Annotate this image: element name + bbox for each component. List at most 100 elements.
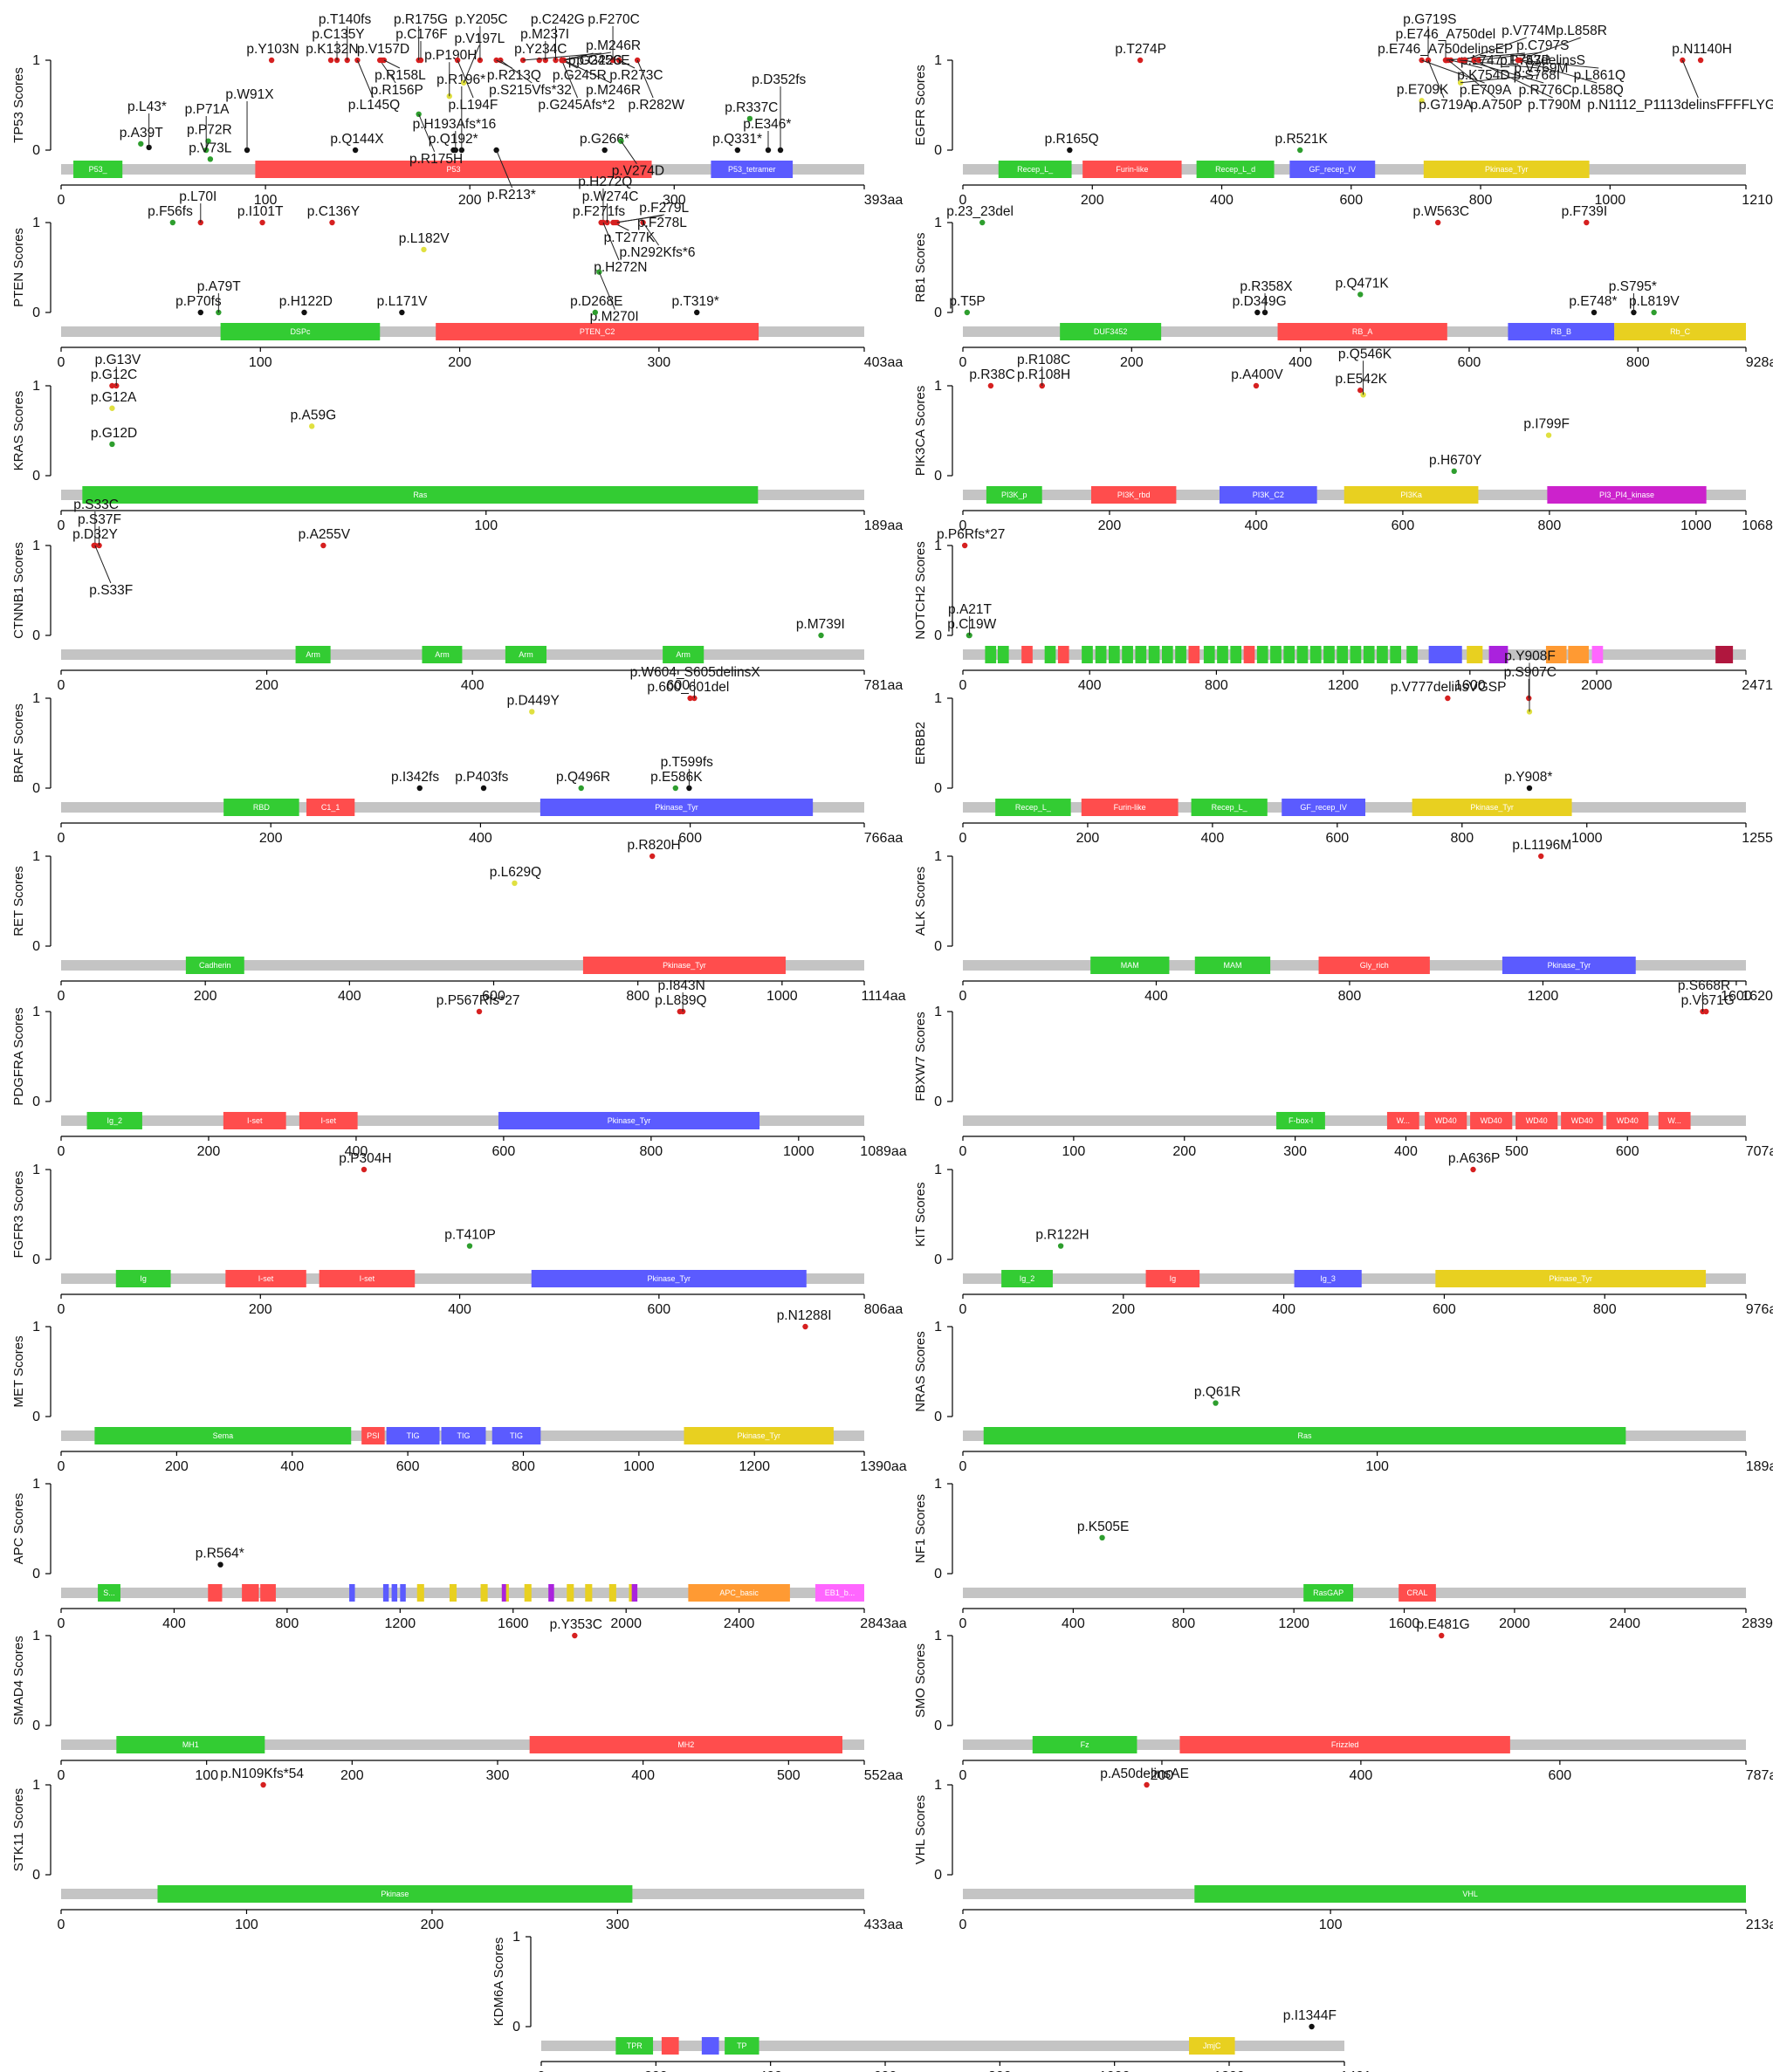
x-tick-label: 400 [345,1144,368,1159]
mutation-point [480,785,487,792]
domain-label: PTEN_C2 [580,327,615,336]
y-axis-label: EGFR Scores [913,65,928,146]
y-axis-label: KDM6A Scores [491,1938,506,2027]
domain-label: RB_B [1551,327,1572,336]
panel-alk: 0 1 ALK Scores MAM MAM Gly_rich Pkinase_Tyr 0 40… [913,838,1773,1004]
x-tick-label: 400 [469,831,492,846]
domain-box [567,1584,574,1602]
mutation-point [746,115,753,122]
mutation-point [529,709,535,715]
x-tick-label: 1600 [1389,1616,1420,1631]
mutation-label: p.F279L [639,201,689,216]
mutation-label: p.S668R [1678,978,1730,993]
x-tick-label: 800 [1172,1616,1195,1631]
mutation-point [361,1166,368,1173]
y-tick-label: 1 [32,1477,40,1492]
x-tick-label: 0 [959,831,967,846]
y-tick-label: 0 [934,1719,942,1733]
mutation-label: p.R564* [196,1547,244,1561]
mutation-point [268,57,275,64]
domain-box [98,1584,120,1602]
mutation-point [197,309,204,316]
mutation-point [1144,1781,1150,1788]
x-tick-label: 0 [58,1302,65,1317]
domain-box [529,1736,842,1753]
x-tick-label: 0 [538,2069,546,2072]
domain-box [661,2037,679,2055]
x-tick-label: 400 [1078,678,1102,693]
mutation-point [421,246,427,253]
mutation-label: p.E346* [743,117,791,132]
mutation-point [1697,57,1704,64]
mutation-point [301,309,307,316]
x-tick-label: 800 [1338,989,1362,1004]
mutation-label: p.D268E [570,294,622,309]
domain-box [1470,1112,1513,1129]
mutation-label: p.H272Q [578,175,632,189]
x-tick-label: 0 [58,193,65,208]
mutation-label: p.K132N [306,42,358,57]
mutation-label: p.R165Q [1045,132,1099,147]
domain-label: Ig [1170,1274,1177,1283]
y-tick-label: 1 [32,539,40,553]
y-axis-label: TP53 Scores [11,67,26,143]
mutation-label: p.P71A [185,102,230,117]
mutation-label: p.A39T [120,126,164,141]
x-tick-label: 400 [759,2069,782,2072]
domain-box [416,1584,424,1602]
mutation-point [1297,147,1303,154]
domain-box [1122,646,1133,663]
y-tick-label: 1 [32,849,40,864]
mutation-label: p.R358X [1240,279,1293,294]
domain-box [985,646,997,663]
domain-box [185,957,244,974]
domain-label: Pkinase_Tyr [1470,803,1514,812]
x-tick-label: 0 [58,1768,65,1783]
domain-box [1428,646,1462,663]
domain-label: Cadherin [199,961,231,970]
domain-box [1591,646,1604,663]
y-axis-label: CTNNB1 Scores [11,542,26,639]
x-tick-label: 0 [959,678,967,693]
x-tick-label: 0 [959,1918,967,1932]
mutation-label: p.T790M [1528,98,1581,113]
panel-notch2: 0 1 NOTCH2 Scores 0 400 800 1200 1600 2000 2471aa… [913,527,1773,693]
mutation-point [987,382,994,389]
mutation-label: p.Y103N [246,42,299,57]
mutation-label: p.P6Rfs*27 [937,527,1005,542]
mutation-label: p.T5P [949,294,985,309]
domain-box [223,799,299,816]
mutation-label: p.600_601del [647,680,729,695]
domain-box [1363,646,1375,663]
label-leader [463,45,480,83]
domain-box [1350,646,1362,663]
x-tick-label: 0 [959,989,967,1004]
domain-box [319,1270,416,1287]
x-tick-label: 0 [58,831,65,846]
domain-label: JmjC [1203,2041,1221,2050]
domain-label: Ras [413,491,428,499]
domain-label: Pkinase_Tyr [608,1116,651,1125]
y-tick-label: 0 [934,781,942,796]
domain-box [582,957,786,974]
x-tick-label: 400 [1350,1768,1373,1783]
label-leader [1478,51,1542,61]
domain-label: Arm [519,650,533,659]
x-tick-label: 1000 [623,1459,655,1474]
y-axis-label: SMO Scores [913,1643,928,1718]
domain-box [1323,646,1335,663]
x-tick-label: 0 [58,518,65,533]
y-tick-label: 0 [32,1868,40,1883]
mutation-point [1584,219,1590,226]
mutation-point [1445,695,1451,702]
mutation-label: p.P304H [339,1151,391,1166]
x-tick-label: 1000 [1680,518,1712,533]
x-tick-label: 400 [280,1459,304,1474]
length-label: 766aa [864,831,904,846]
x-tick-label: 100 [474,518,498,533]
mutation-label: p.M246R [586,83,641,98]
domain-box [1276,1112,1325,1129]
domain-label: F-box-l [1289,1116,1313,1125]
x-tick-label: 0 [58,1459,65,1474]
x-tick-label: 400 [1289,355,1312,370]
